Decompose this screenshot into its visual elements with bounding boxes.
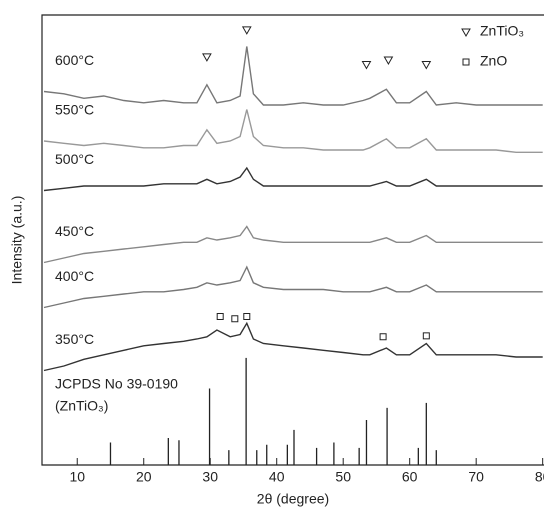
marker	[203, 54, 211, 61]
legend-label: ZnTiO₃	[480, 23, 524, 39]
axes-frame	[42, 15, 544, 465]
marker	[384, 57, 392, 64]
x-axis-label: 2θ (degree)	[257, 491, 329, 507]
legend-label: ZnO	[480, 53, 507, 69]
marker	[232, 316, 238, 322]
trace-label: 600°C	[55, 52, 94, 68]
legend-marker	[463, 59, 469, 65]
reference-label: (ZnTiO₃)	[55, 398, 108, 414]
trace	[44, 323, 543, 370]
trace	[44, 110, 543, 153]
x-tick-label: 40	[269, 469, 285, 485]
marker	[243, 27, 251, 34]
x-tick-label: 60	[402, 469, 418, 485]
y-axis-label: Intensity (a.u.)	[9, 196, 25, 285]
legend-marker	[462, 29, 470, 36]
marker	[423, 333, 429, 339]
trace-label: 550°C	[55, 102, 94, 118]
x-tick-label: 50	[335, 469, 351, 485]
marker	[380, 334, 386, 340]
x-tick-label: 10	[69, 469, 85, 485]
x-tick-label: 20	[136, 469, 152, 485]
trace-label: 400°C	[55, 268, 94, 284]
marker	[422, 62, 430, 69]
reference-label: JCPDS No 39-0190	[55, 376, 178, 392]
x-tick-label: 30	[202, 469, 218, 485]
marker	[244, 314, 250, 320]
x-tick-label: 80	[535, 469, 544, 485]
marker	[217, 314, 223, 320]
trace	[44, 47, 543, 106]
trace-label: 450°C	[55, 223, 94, 239]
trace	[44, 227, 543, 263]
chart: Intensity (a.u.) 2θ (degree) 10 20 30 40 50 6…	[0, 0, 544, 518]
trace-label: 500°C	[55, 151, 94, 167]
x-tick-label: 70	[468, 469, 484, 485]
trace-label: 350°C	[55, 331, 94, 347]
marker	[362, 62, 370, 69]
trace	[44, 168, 543, 191]
trace	[44, 267, 543, 308]
